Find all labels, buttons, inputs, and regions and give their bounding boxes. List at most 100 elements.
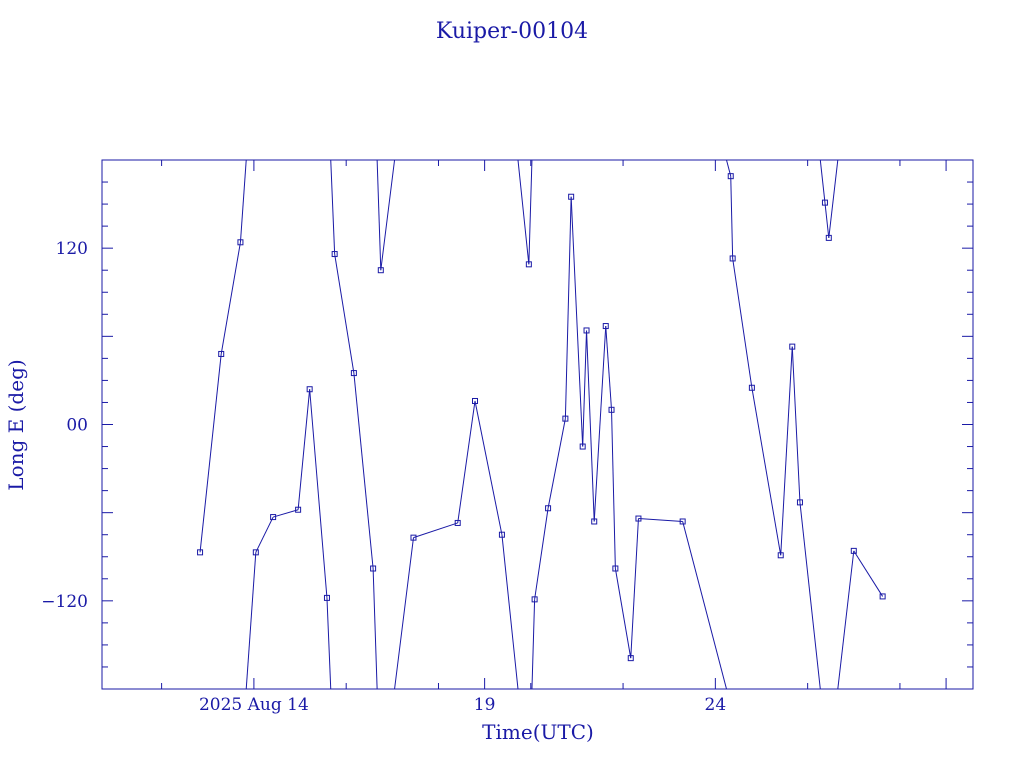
data-point — [727, 173, 734, 180]
data-point — [331, 251, 338, 258]
data-point — [627, 655, 634, 662]
series-segment — [517, 160, 530, 265]
data-point — [218, 350, 225, 357]
data-point — [579, 443, 586, 450]
series-segment — [824, 202, 830, 238]
series-segment — [614, 568, 632, 659]
series-segment — [245, 552, 257, 689]
series-segment — [326, 597, 332, 689]
series-segment — [582, 330, 588, 447]
data-point — [608, 406, 615, 413]
data-point — [237, 239, 244, 246]
data-point — [197, 549, 204, 556]
data-point — [850, 547, 857, 554]
data-point — [295, 506, 302, 513]
series-segment — [474, 400, 503, 535]
series-segment — [605, 326, 613, 410]
series-segment — [732, 258, 753, 388]
series-segment — [547, 418, 566, 509]
series-segment — [330, 160, 336, 255]
data-point — [591, 518, 598, 525]
data-point — [562, 415, 569, 422]
series-segment — [791, 346, 801, 503]
tick-labels: 2025 Aug 14 19 24 120 00 −120 — [41, 239, 726, 715]
series-segment — [334, 253, 355, 374]
series-segment — [593, 326, 607, 522]
data-point — [350, 370, 357, 377]
axis-ticks — [102, 160, 973, 689]
series-segment — [780, 346, 793, 556]
series-segment — [353, 373, 374, 569]
series-segment — [297, 389, 311, 510]
series-markers — [197, 173, 886, 662]
data-point — [821, 199, 828, 206]
series-segment — [682, 521, 728, 689]
series-segment — [528, 160, 533, 265]
series-segment — [534, 508, 549, 600]
y-tick-label: 00 — [66, 416, 88, 436]
x-tick-label: 24 — [705, 695, 727, 715]
x-tick-label: 19 — [474, 695, 496, 715]
data-point — [498, 531, 505, 538]
series-segment — [199, 353, 222, 553]
data-point — [612, 565, 619, 572]
data-point — [796, 499, 803, 506]
series-segment — [372, 568, 378, 689]
data-point — [377, 267, 384, 274]
plot-frame — [101, 159, 974, 690]
data-point — [270, 514, 277, 521]
data-point — [777, 552, 784, 559]
data-point — [879, 593, 886, 600]
series-segment — [630, 518, 639, 659]
data-point — [825, 234, 832, 241]
data-point — [545, 505, 552, 512]
series-segment — [376, 160, 382, 271]
series-segment — [239, 160, 247, 243]
series-segment — [751, 387, 782, 556]
data-point — [729, 255, 736, 262]
data-point — [568, 193, 575, 200]
data-point — [252, 549, 259, 556]
series-segment — [828, 160, 839, 238]
data-point — [531, 596, 538, 603]
series-segment — [564, 196, 572, 419]
data-point — [454, 519, 461, 526]
series-segment — [853, 550, 884, 597]
data-point — [748, 384, 755, 391]
series-segment — [255, 516, 274, 553]
series-track — [199, 160, 884, 689]
data-point — [583, 327, 590, 334]
series-segment — [570, 196, 584, 447]
chart-title: Kuiper-00104 — [436, 19, 588, 44]
data-point — [306, 386, 313, 393]
data-point — [525, 261, 532, 268]
series-segment — [380, 160, 396, 271]
series-segment — [413, 522, 458, 539]
x-tick-label: 2025 Aug 14 — [199, 695, 309, 715]
data-point — [789, 343, 796, 350]
series-segment — [272, 509, 299, 518]
data-point — [602, 323, 609, 330]
series-segment — [725, 160, 732, 177]
series-segment — [501, 534, 519, 689]
series-segment — [586, 330, 595, 522]
x-axis-label: Time(UTC) — [482, 720, 594, 744]
y-tick-label: 120 — [56, 239, 88, 259]
series-segment — [457, 400, 476, 524]
data-point — [635, 515, 642, 522]
series-segment — [799, 502, 821, 689]
series-segment — [611, 409, 616, 569]
data-point — [679, 518, 686, 525]
series-segment — [531, 599, 536, 689]
series-segment — [309, 389, 328, 598]
data-point — [370, 565, 377, 572]
series-segment — [394, 537, 414, 689]
y-tick-label: −120 — [41, 592, 88, 612]
series-segment — [220, 242, 241, 355]
series-segment — [638, 518, 683, 522]
data-point — [323, 594, 330, 601]
series-segment — [819, 160, 826, 203]
y-axis-label: Long E (deg) — [4, 359, 28, 490]
data-point — [410, 534, 417, 541]
